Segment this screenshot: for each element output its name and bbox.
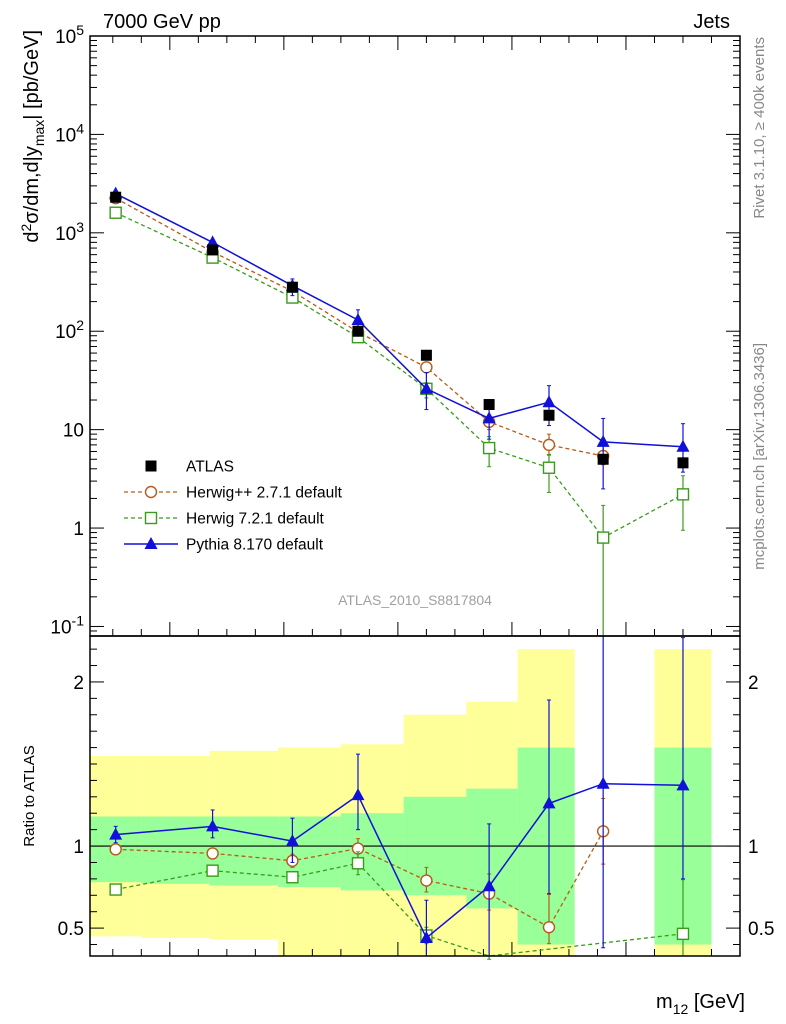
ratio-ytick-label-right: 1 [748, 837, 759, 858]
point-herwig7 [286, 871, 299, 884]
point-herwigpp [542, 921, 556, 934]
point-herwig7 [676, 488, 690, 501]
legend-label-pythia: Pythia 8.170 default [186, 537, 324, 554]
point-data [286, 281, 298, 293]
point-herwigpp [542, 438, 556, 452]
point-pythia [206, 819, 220, 832]
ratio-y-label: Ratio to ATLAS [21, 745, 38, 846]
side-text-bottom: mcplots.cern.ch [arXiv:1306.3436] [751, 343, 768, 570]
main-ytick-label: 10 [63, 421, 84, 442]
legend-marker-data [145, 460, 157, 472]
point-pythia [482, 879, 496, 892]
point-data [352, 325, 364, 337]
main-ytick-label: 104 [55, 120, 84, 146]
ratio-ytick-label-right: 2 [748, 673, 759, 694]
point-data [677, 457, 689, 469]
legend-marker-pythia [144, 537, 158, 549]
point-pythia [419, 381, 433, 394]
point-herwig7 [109, 883, 122, 896]
legend-marker-herwigpp [144, 485, 158, 499]
legend-label-data: ATLAS [186, 459, 234, 476]
header-left: 7000 GeV pp [103, 11, 221, 33]
ratio-series [109, 635, 690, 960]
point-data [110, 191, 122, 203]
ratio-ytick-label-left: 0.5 [58, 919, 84, 940]
point-pythia [676, 439, 690, 452]
point-herwig7 [542, 461, 556, 474]
point-herwigpp [420, 874, 433, 887]
point-pythia [542, 395, 556, 408]
point-data [207, 244, 219, 256]
series-line-herwigpp [115, 830, 604, 929]
point-pythia [109, 827, 123, 840]
point-pythia [676, 778, 690, 791]
side-text-top: Rivet 3.1.10, ≥ 400k events [751, 37, 768, 219]
ratio-ytick-label-right: 0.5 [748, 919, 774, 940]
ratio-frame [89, 635, 741, 957]
ratio-ytick-label-left: 2 [73, 673, 84, 694]
point-data [483, 399, 495, 411]
legend: ATLAS Herwig++ 2.7.1 default Herwig 7.2.1 … [124, 459, 343, 554]
legend-label-herwigpp: Herwig++ 2.7.1 default [186, 485, 343, 502]
point-herwig7 [351, 857, 365, 870]
point-pythia [419, 930, 433, 943]
point-herwig7 [206, 864, 219, 877]
watermark: ATLAS_2010_S8817804 [338, 592, 492, 608]
main-y-label: d2σ/dm,d|ymax| [pb/GeV] [18, 30, 47, 243]
x-axis-label: m12 [GeV] [656, 991, 745, 1017]
ratio-ytick-label-left: 1 [73, 837, 84, 858]
header-right: Jets [693, 11, 730, 33]
legend-marker-herwig7 [144, 511, 158, 525]
point-data [420, 349, 432, 361]
x-ticks [112, 36, 712, 956]
point-pythia [285, 834, 299, 847]
main-ytick-label: 1 [73, 519, 84, 540]
point-herwig7 [109, 206, 122, 219]
point-herwigpp [420, 361, 433, 374]
point-pythia [482, 411, 496, 424]
legend-label-herwig7: Herwig 7.2.1 default [186, 511, 325, 528]
point-herwig7 [596, 531, 610, 544]
series-line-herwigpp [115, 197, 604, 457]
main-series [109, 186, 690, 637]
point-herwig7 [676, 927, 690, 941]
point-pythia [351, 788, 365, 801]
point-pythia [542, 796, 556, 809]
point-data [597, 453, 609, 465]
point-data [543, 409, 555, 421]
point-pythia [596, 434, 610, 447]
point-herwig7 [482, 441, 496, 455]
point-pythia [206, 235, 220, 248]
point-pythia [351, 313, 365, 326]
point-herwigpp [206, 847, 219, 860]
point-pythia [596, 776, 610, 789]
point-herwigpp [109, 843, 122, 856]
